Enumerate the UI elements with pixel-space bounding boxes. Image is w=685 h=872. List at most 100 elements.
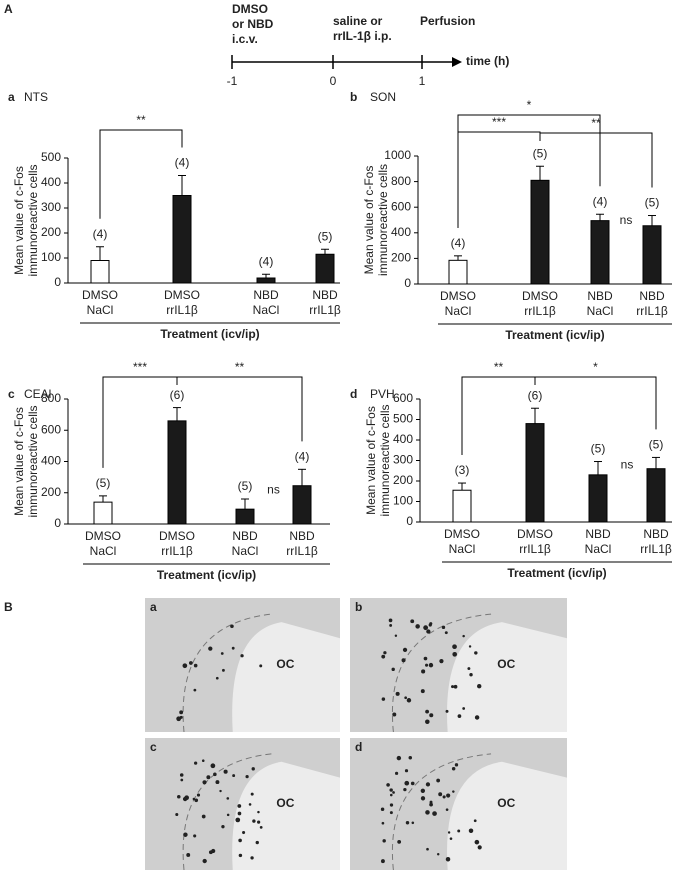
- stained-cell: [429, 713, 434, 718]
- n-label: (4): [451, 236, 466, 250]
- x-tick-label: DMSO: [444, 527, 480, 541]
- x-tick-label: DMSO: [159, 529, 195, 543]
- stained-cell: [477, 845, 482, 850]
- y-tick-label: 0: [54, 275, 61, 289]
- chart-title: PVH: [370, 387, 395, 401]
- stained-cell: [405, 821, 410, 825]
- y-tick-label: 400: [393, 432, 413, 446]
- stained-cell: [406, 698, 412, 703]
- stained-cell: [257, 820, 261, 824]
- y-tick-label: 600: [393, 391, 413, 405]
- stained-cell: [441, 625, 446, 630]
- significance-bracket: [534, 376, 657, 430]
- micrograph-label: a: [150, 600, 157, 614]
- nucleus-outline: [182, 753, 272, 871]
- stained-cell: [425, 810, 430, 815]
- event-label: DMSO: [232, 2, 268, 16]
- stained-cell: [206, 775, 211, 780]
- optic-chiasm: [232, 761, 340, 870]
- stained-cell: [184, 795, 189, 801]
- stained-cell: [183, 832, 188, 837]
- significance-bracket: [102, 376, 178, 468]
- stained-cell: [194, 798, 199, 803]
- stained-cell: [457, 829, 461, 833]
- x-tick-label: rrIL1β: [519, 542, 551, 556]
- x-tick-label: NaCl: [587, 304, 614, 318]
- y-tick-label: 200: [41, 225, 61, 239]
- stained-cell: [408, 756, 413, 760]
- stained-cell: [469, 673, 473, 677]
- y-axis-label: Mean value of c-Fos: [364, 406, 378, 515]
- n-label: (5): [96, 476, 111, 490]
- stained-cell: [439, 659, 444, 664]
- x-tick-label: NBD: [643, 527, 669, 541]
- stained-cell: [445, 709, 449, 713]
- stained-cell: [449, 837, 453, 840]
- stained-cell: [415, 624, 420, 629]
- y-tick-label: 500: [393, 412, 413, 426]
- stained-cell: [391, 667, 395, 672]
- stained-cell: [453, 684, 458, 689]
- stained-cell: [402, 647, 408, 652]
- stained-cell: [442, 795, 446, 799]
- stained-cell: [429, 802, 433, 807]
- stained-cell: [381, 654, 386, 659]
- x-tick-label: NBD: [232, 529, 258, 543]
- stained-cell: [188, 661, 193, 665]
- stained-cell: [392, 791, 395, 794]
- stained-cell: [235, 817, 241, 823]
- significance-label: **: [235, 360, 245, 374]
- stained-cell: [462, 707, 466, 710]
- n-label: (4): [93, 227, 108, 241]
- n-label: (5): [238, 479, 253, 493]
- panel-letter: c: [8, 387, 15, 401]
- micrograph-label: d: [355, 740, 362, 754]
- x-axis-label: Treatment (icv/ip): [505, 328, 604, 342]
- y-tick-label: 800: [41, 391, 61, 405]
- bar: [588, 474, 608, 523]
- stained-cell: [223, 769, 228, 774]
- event-label: Perfusion: [420, 14, 475, 28]
- n-label: (4): [175, 156, 190, 170]
- stained-cell: [395, 771, 399, 775]
- stained-cell: [192, 797, 196, 801]
- stained-cell: [231, 646, 235, 650]
- stained-cell: [177, 795, 181, 799]
- chart-title: SON: [370, 90, 396, 104]
- stained-cell: [389, 811, 393, 815]
- x-tick-label: NaCl: [253, 303, 280, 317]
- x-tick-label: NaCl: [232, 544, 259, 558]
- stained-cell: [381, 697, 386, 701]
- stained-cell: [420, 796, 426, 801]
- region-label: OC: [276, 657, 294, 671]
- n-label: (5): [318, 229, 333, 243]
- time-tick-label: 1: [419, 74, 426, 88]
- stained-cell: [474, 715, 480, 720]
- significance-bracket: [539, 132, 653, 188]
- x-axis-label: Treatment (icv/ip): [157, 568, 256, 582]
- chart-title: NTS: [24, 90, 48, 104]
- stained-cell: [411, 821, 415, 825]
- stained-cell: [380, 807, 385, 811]
- stained-cell: [386, 783, 390, 787]
- x-tick-label: rrIL1β: [524, 304, 556, 318]
- stained-cell: [255, 840, 259, 845]
- stained-cell: [238, 838, 242, 843]
- stained-cell: [215, 676, 219, 680]
- stained-cell: [457, 714, 462, 719]
- bar: [448, 259, 468, 285]
- figure-label: A: [4, 2, 13, 16]
- bar: [93, 501, 113, 525]
- significance-bracket: [176, 376, 303, 442]
- time-tick-label: -1: [227, 74, 238, 88]
- bar: [292, 485, 312, 525]
- stained-cell: [452, 790, 455, 793]
- event-label: saline or: [333, 14, 383, 28]
- stained-cell: [215, 780, 220, 785]
- stained-cell: [428, 623, 432, 627]
- stained-cell: [219, 789, 222, 793]
- stained-cell: [397, 839, 402, 844]
- stained-cell: [237, 811, 242, 816]
- stained-cell: [462, 634, 465, 638]
- x-tick-label: DMSO: [164, 288, 200, 302]
